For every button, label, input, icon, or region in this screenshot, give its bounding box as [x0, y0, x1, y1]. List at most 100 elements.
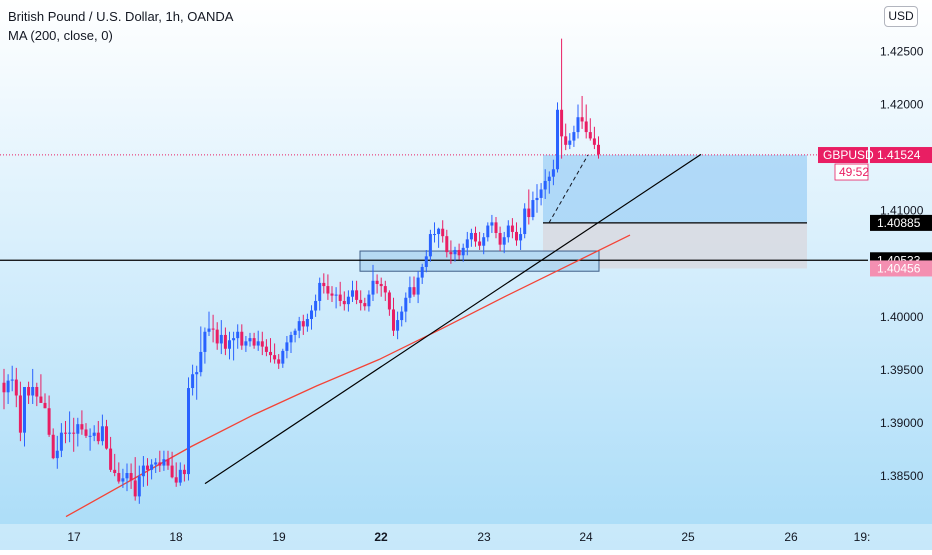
- candle[interactable]: [535, 184, 539, 213]
- candle[interactable]: [330, 286, 334, 303]
- candle[interactable]: [18, 381, 22, 442]
- candle[interactable]: [412, 276, 416, 297]
- candle[interactable]: [387, 290, 391, 316]
- candle[interactable]: [248, 332, 252, 347]
- candle[interactable]: [88, 428, 92, 451]
- candle[interactable]: [310, 305, 313, 330]
- candle[interactable]: [281, 348, 285, 368]
- candle[interactable]: [105, 419, 108, 450]
- price-label[interactable]: 1.41524: [870, 147, 932, 164]
- candle[interactable]: [264, 339, 268, 357]
- candle[interactable]: [273, 343, 277, 364]
- candle[interactable]: [355, 280, 359, 305]
- candle[interactable]: [465, 231, 469, 256]
- candle[interactable]: [236, 324, 240, 349]
- candle[interactable]: [379, 277, 383, 297]
- candle[interactable]: [322, 273, 326, 294]
- candle[interactable]: [215, 322, 219, 350]
- candle[interactable]: [441, 220, 445, 243]
- candle[interactable]: [100, 414, 104, 446]
- candle[interactable]: [14, 367, 18, 408]
- candle[interactable]: [35, 382, 39, 407]
- candle[interactable]: [539, 183, 543, 206]
- candle[interactable]: [289, 331, 293, 354]
- candle[interactable]: [371, 264, 375, 301]
- candle[interactable]: [342, 291, 346, 311]
- candle[interactable]: [490, 214, 494, 233]
- candle[interactable]: [580, 95, 584, 129]
- zone-rectangle[interactable]: [359, 250, 600, 272]
- candle[interactable]: [453, 246, 457, 262]
- symbol-tag[interactable]: GBPUSD: [818, 147, 874, 164]
- candle[interactable]: [486, 222, 490, 242]
- candle[interactable]: [211, 314, 215, 343]
- candle[interactable]: [469, 228, 473, 247]
- candle[interactable]: [461, 243, 465, 262]
- candle[interactable]: [556, 102, 559, 173]
- candle[interactable]: [121, 468, 125, 488]
- candle[interactable]: [146, 458, 149, 486]
- candle[interactable]: [228, 331, 231, 360]
- candle[interactable]: [55, 435, 59, 469]
- candle[interactable]: [199, 326, 203, 377]
- candle[interactable]: [285, 336, 289, 359]
- candle[interactable]: [240, 324, 244, 350]
- candle[interactable]: [27, 381, 31, 404]
- candle[interactable]: [51, 428, 55, 460]
- candle[interactable]: [133, 457, 137, 501]
- candle[interactable]: [506, 220, 510, 243]
- candle[interactable]: [482, 232, 486, 255]
- candle[interactable]: [59, 423, 63, 458]
- candle[interactable]: [424, 249, 428, 273]
- candle[interactable]: [6, 374, 10, 404]
- candle[interactable]: [141, 456, 145, 487]
- profit-zone[interactable]: [543, 154, 807, 223]
- candle[interactable]: [457, 243, 461, 260]
- candle[interactable]: [43, 393, 47, 409]
- candle[interactable]: [47, 395, 51, 437]
- candle[interactable]: [314, 294, 318, 317]
- candle[interactable]: [527, 189, 531, 225]
- candle[interactable]: [269, 338, 272, 363]
- candle[interactable]: [31, 368, 35, 404]
- candle[interactable]: [158, 450, 162, 472]
- candle[interactable]: [305, 313, 309, 332]
- candle[interactable]: [531, 191, 535, 221]
- candle[interactable]: [588, 118, 592, 141]
- candle[interactable]: [433, 222, 436, 243]
- candle[interactable]: [117, 462, 121, 484]
- candle[interactable]: [182, 464, 186, 482]
- candle[interactable]: [150, 459, 154, 480]
- candle[interactable]: [64, 420, 67, 444]
- candle[interactable]: [244, 336, 248, 352]
- candle[interactable]: [318, 277, 322, 311]
- candle[interactable]: [170, 451, 174, 479]
- candle[interactable]: [277, 354, 281, 369]
- candle[interactable]: [203, 327, 207, 364]
- candle[interactable]: [256, 330, 260, 351]
- candle[interactable]: [219, 320, 223, 355]
- candle[interactable]: [560, 38, 564, 159]
- candle[interactable]: [396, 311, 400, 340]
- candle[interactable]: [498, 226, 502, 252]
- candle[interactable]: [260, 331, 264, 356]
- candle[interactable]: [543, 169, 547, 199]
- candle[interactable]: [301, 314, 305, 335]
- candle[interactable]: [76, 417, 80, 447]
- candle[interactable]: [162, 450, 166, 471]
- candle[interactable]: [72, 417, 76, 452]
- candle[interactable]: [400, 306, 404, 327]
- candle[interactable]: [597, 136, 600, 159]
- candle[interactable]: [129, 463, 133, 489]
- candle[interactable]: [68, 411, 72, 443]
- candle[interactable]: [428, 229, 432, 262]
- candle[interactable]: [576, 104, 580, 139]
- candle[interactable]: [592, 126, 596, 150]
- candle[interactable]: [346, 290, 350, 312]
- candle[interactable]: [207, 311, 211, 337]
- candle[interactable]: [125, 463, 129, 492]
- candle[interactable]: [154, 458, 158, 474]
- candle[interactable]: [10, 365, 14, 392]
